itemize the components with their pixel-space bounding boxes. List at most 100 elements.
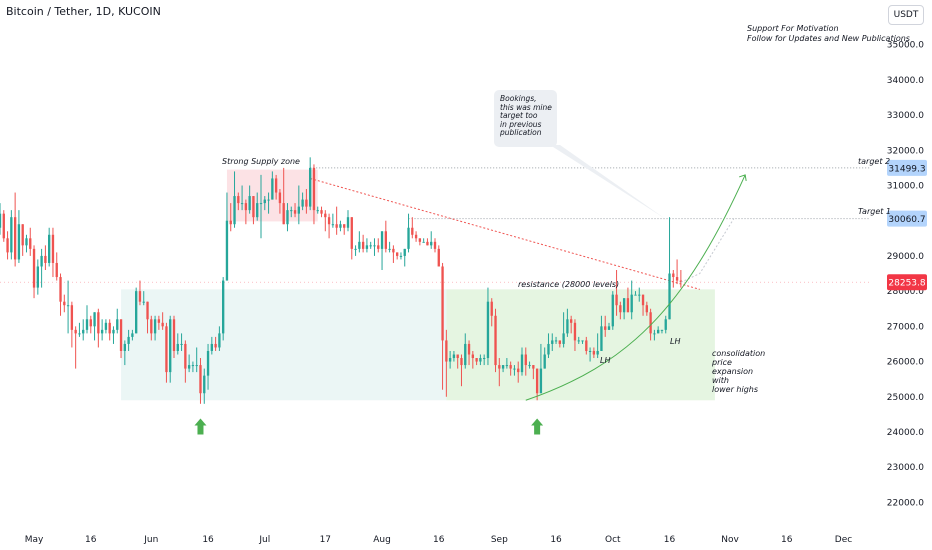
candle [85, 305, 89, 334]
candle [588, 347, 592, 362]
candle [365, 238, 369, 253]
x-tick-label: May [25, 535, 44, 545]
candle [467, 340, 471, 366]
candle-body [142, 301, 145, 303]
candle-body [0, 213, 2, 228]
candle [74, 326, 77, 369]
candle-body [252, 196, 255, 218]
candle-body [399, 255, 403, 257]
candle [407, 213, 410, 253]
y-tick-label: 25000.0 [887, 393, 924, 403]
candle-body [437, 248, 440, 267]
candle-body [467, 343, 471, 355]
candle-body [626, 298, 630, 313]
candle [248, 185, 251, 214]
candle [25, 234, 28, 253]
callout-pointer [550, 145, 666, 219]
candle-body [411, 227, 414, 235]
candle-body [339, 224, 342, 228]
candle [641, 294, 645, 316]
candle [346, 210, 350, 232]
candle [566, 308, 569, 337]
candle [324, 210, 327, 232]
candle-body [573, 322, 577, 341]
target2-label: target 2 [858, 157, 891, 166]
candle-body [135, 291, 138, 334]
candle-body [108, 322, 111, 334]
candle-body [63, 301, 66, 306]
candle [354, 245, 357, 256]
candle [112, 326, 115, 344]
candle-body [532, 365, 535, 369]
candle-body [301, 199, 304, 207]
candle [48, 227, 51, 267]
y-tick-label: 26000.0 [887, 358, 924, 368]
candle-body [396, 252, 399, 256]
candle-body [607, 326, 611, 330]
candle [422, 238, 425, 243]
candle [218, 326, 221, 351]
candle [433, 238, 437, 253]
candle [634, 291, 637, 296]
candle-body [524, 354, 527, 366]
candle-body [165, 326, 168, 373]
candle-body [21, 224, 24, 246]
candle [501, 365, 505, 373]
candle-body [490, 301, 493, 316]
target1-label: Target 1 [858, 207, 892, 216]
lower-high-label-2: LH [670, 337, 681, 346]
candle-body [679, 280, 683, 283]
candle-body [176, 343, 179, 351]
candle [252, 196, 255, 225]
candle [403, 248, 406, 267]
candle-body [483, 358, 486, 360]
candle-body [157, 319, 161, 323]
candle [377, 238, 380, 253]
candle [203, 368, 206, 404]
candle [479, 354, 482, 366]
candle [668, 217, 671, 320]
candle [225, 192, 229, 281]
candle [505, 358, 509, 369]
candle-body [562, 333, 565, 344]
candle-body [543, 354, 546, 369]
price-tag-text: 30060.7 [888, 215, 925, 225]
y-tick-label: 32000.0 [887, 146, 924, 156]
candle-body [585, 340, 588, 351]
projection-path [680, 218, 735, 283]
candle [309, 157, 312, 211]
currency-button[interactable]: USDT [888, 5, 924, 25]
candle [604, 315, 607, 337]
candle [645, 301, 648, 316]
candle-body [222, 280, 225, 334]
candle-body [460, 358, 463, 366]
candle [150, 315, 153, 341]
resistance-trendline [310, 177, 700, 290]
candle [301, 192, 304, 211]
candle [664, 315, 667, 334]
candle-body [172, 319, 176, 351]
candle-body [456, 354, 459, 359]
candle-body [528, 365, 531, 367]
candle-body [195, 365, 198, 367]
candle [535, 368, 539, 401]
candle-body [350, 217, 353, 249]
candle-body [66, 305, 70, 307]
candle-body [369, 245, 372, 247]
candle [630, 280, 633, 320]
candle [335, 206, 338, 235]
candle [278, 189, 282, 214]
candle-body [161, 322, 164, 327]
candle-body [430, 241, 433, 246]
price-tag-text: 28253.8 [888, 279, 925, 289]
price-tag-bg [887, 210, 927, 227]
candle [286, 203, 289, 232]
candle [577, 336, 580, 344]
candle [29, 227, 32, 256]
candle [615, 270, 618, 316]
candle-body [267, 199, 270, 201]
candle-body [494, 315, 497, 366]
candle [263, 196, 266, 211]
candle [445, 329, 448, 397]
